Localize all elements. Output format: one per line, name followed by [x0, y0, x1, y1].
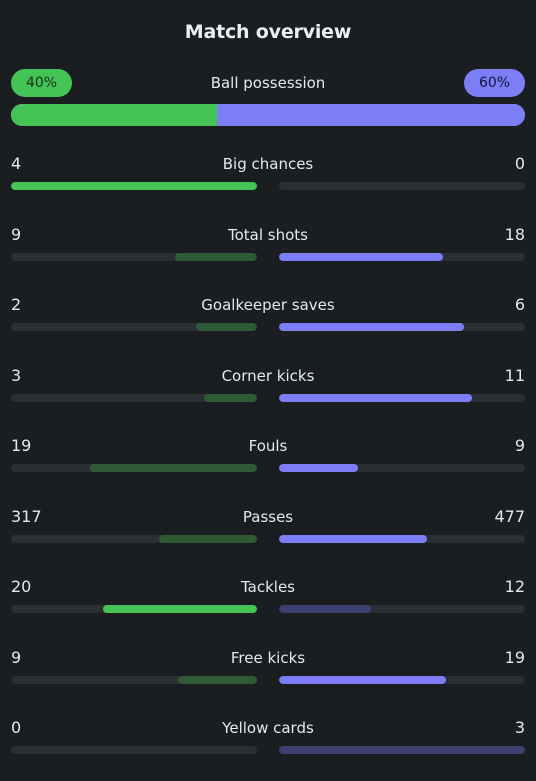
away-stat-fill [279, 746, 525, 754]
stat-bars [11, 464, 525, 472]
away-stat-track [279, 746, 525, 754]
away-stat-track [279, 182, 525, 190]
stat-label: Fouls [248, 437, 288, 455]
away-stat-fill [279, 464, 358, 472]
home-stat-fill [158, 534, 257, 543]
stat-label: Passes [242, 507, 294, 526]
stat-bars [11, 605, 525, 613]
home-stat-value: 20 [11, 577, 32, 596]
away-stat-fill [279, 252, 444, 261]
stat-label: Big chances [222, 155, 314, 173]
home-stat-value: 9 [11, 224, 22, 244]
stat-row: 9 Total shots 18 [11, 204, 525, 275]
home-stat-fill [11, 182, 257, 190]
stat-bars [11, 252, 525, 261]
away-stat-fill [279, 534, 427, 543]
away-stat-value: 9 [514, 436, 525, 455]
home-stat-fill [204, 393, 257, 402]
stat-bars [11, 675, 525, 684]
home-stat-value: 4 [11, 154, 22, 173]
away-stat-value: 6 [514, 295, 525, 314]
away-stat-track [279, 534, 525, 543]
home-stat-value: 9 [11, 647, 22, 667]
away-stat-fill [279, 605, 372, 613]
away-stat-track [279, 675, 525, 684]
home-stat-fill [195, 323, 257, 331]
home-stat-value: 3 [11, 365, 22, 385]
home-stat-fill [89, 464, 257, 472]
stat-label: Tackles [240, 578, 296, 596]
home-possession-badge: 40% [11, 69, 72, 97]
ball-possession-header: 40% Ball possession 60% [11, 69, 525, 97]
home-stat-value: 2 [11, 295, 22, 314]
stat-bars [11, 534, 525, 543]
away-stat-value: 19 [504, 647, 525, 667]
panel-title: Match overview [184, 21, 352, 43]
home-stat-track [11, 746, 257, 754]
stat-label: Total shots [228, 225, 308, 244]
stat-label: Yellow cards [222, 719, 314, 737]
away-stat-value: 477 [494, 506, 525, 526]
stat-bars [11, 323, 525, 331]
home-stat-track [11, 252, 257, 261]
ball-possession-row: 40% Ball possession 60% [11, 69, 525, 126]
away-stat-fill [279, 393, 473, 402]
stat-row: 4 Big chances 0 [11, 133, 525, 204]
away-stat-value: 11 [504, 365, 525, 385]
stats-list: 4 Big chances 0 9 Total shots 18 2 [11, 133, 525, 768]
away-stat-value: 18 [504, 224, 525, 244]
stat-label: Corner kicks [221, 366, 315, 385]
stat-row: 20 Tackles 12 [11, 556, 525, 627]
stat-row: 317 Passes 477 [11, 486, 525, 557]
stat-row: 9 Free kicks 19 [11, 627, 525, 698]
home-possession-segment [11, 104, 217, 126]
home-stat-fill [178, 675, 257, 684]
home-stat-track [11, 534, 257, 543]
stat-bars [11, 393, 525, 402]
away-possession-badge: 60% [464, 69, 525, 97]
stat-label: Goalkeeper saves [201, 296, 335, 314]
ball-possession-label: Ball possession [210, 74, 326, 92]
home-stat-track [11, 464, 257, 472]
home-stat-fill [175, 252, 257, 261]
away-stat-track [279, 323, 525, 331]
home-stat-value: 19 [11, 436, 32, 455]
stat-bars [11, 746, 525, 754]
stat-row: 19 Fouls 9 [11, 415, 525, 486]
away-stat-fill [279, 323, 464, 331]
stat-label: Free kicks [230, 648, 306, 667]
stat-row: 3 Corner kicks 11 [11, 345, 525, 416]
away-stat-track [279, 393, 525, 402]
home-stat-value: 317 [11, 506, 42, 526]
away-stat-track [279, 464, 525, 472]
home-stat-fill [103, 605, 257, 613]
home-stat-track [11, 323, 257, 331]
away-stat-value: 3 [514, 718, 525, 737]
stat-row: 0 Yellow cards 3 [11, 697, 525, 768]
stat-bars [11, 182, 525, 190]
away-stat-track [279, 252, 525, 261]
home-stat-track [11, 605, 257, 613]
away-stat-track [279, 605, 525, 613]
home-stat-track [11, 675, 257, 684]
away-stat-fill [279, 675, 447, 684]
away-stat-value: 0 [514, 154, 525, 173]
away-possession-segment [216, 104, 525, 126]
home-stat-value: 0 [11, 718, 22, 737]
home-stat-track [11, 393, 257, 402]
home-stat-track [11, 182, 257, 190]
ball-possession-bar [11, 104, 525, 126]
stat-row: 2 Goalkeeper saves 6 [11, 274, 525, 345]
away-stat-value: 12 [504, 577, 525, 596]
